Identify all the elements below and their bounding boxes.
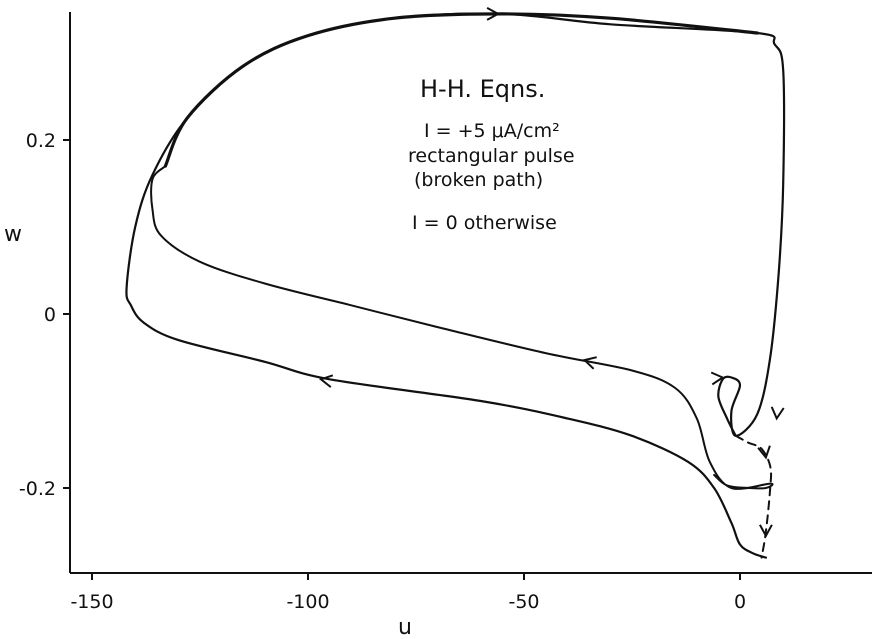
y-tick-label: 0 bbox=[44, 304, 56, 326]
direction-arrow bbox=[486, 7, 501, 21]
ticks bbox=[63, 139, 741, 580]
annotation-line-1: I = +5 μA/cm² bbox=[424, 120, 560, 142]
direction-arrow bbox=[582, 356, 597, 370]
pulse-trajectory-dashed bbox=[734, 434, 773, 559]
annotation-line-4: I = 0 otherwise bbox=[412, 212, 557, 234]
direction-arrows bbox=[318, 7, 785, 538]
x-tick-label: -150 bbox=[70, 591, 113, 613]
y-tick-label: 0.2 bbox=[26, 130, 56, 152]
tick-labels: -150 -100 -50 0 -0.2 0 0.2 bbox=[19, 130, 746, 613]
y-axis-label: w bbox=[4, 222, 22, 247]
direction-arrow bbox=[770, 406, 785, 421]
direction-arrow bbox=[710, 371, 725, 386]
x-tick-label: 0 bbox=[734, 591, 746, 613]
direction-arrow bbox=[759, 524, 773, 538]
annotation-box: H-H. Eqns. I = +5 μA/cm² rectangular pul… bbox=[408, 75, 575, 234]
y-tick-label: -0.2 bbox=[19, 478, 56, 500]
axes bbox=[69, 12, 872, 574]
annotation-line-2: rectangular pulse bbox=[408, 145, 575, 167]
curves bbox=[125, 12, 786, 559]
annotation-title: H-H. Eqns. bbox=[420, 75, 545, 103]
x-tick-label: -100 bbox=[286, 591, 329, 613]
annotation-line-3: (broken path) bbox=[414, 169, 543, 191]
direction-arrow bbox=[757, 445, 771, 460]
direction-arrow bbox=[318, 374, 334, 388]
x-tick-label: -50 bbox=[508, 591, 539, 613]
trajectory-upper-branch bbox=[163, 12, 759, 168]
trajectory-curve bbox=[150, 165, 774, 490]
x-axis-label: u bbox=[398, 615, 412, 639]
